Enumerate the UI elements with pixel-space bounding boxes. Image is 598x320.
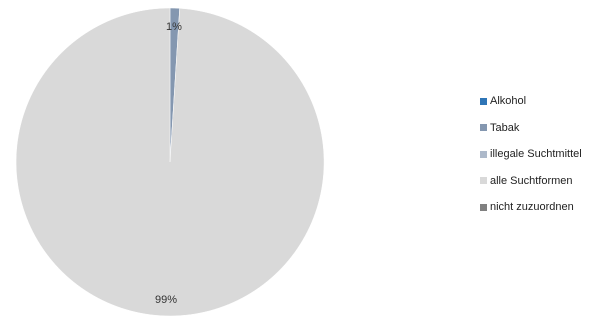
legend-item-alle-suchtformen: alle Suchtformen — [480, 168, 598, 195]
legend-label-tabak: Tabak — [490, 121, 520, 134]
legend-swatch-alle-suchtformen — [480, 177, 487, 185]
legend-swatch-illegale-suchtmittel — [480, 150, 487, 158]
legend: Alkohol Tabak illegale Suchtmittel alle … — [480, 88, 598, 221]
legend-item-tabak: Tabak — [480, 115, 598, 142]
legend-label-nicht-zuzuordnen: nicht zuzuordnen — [490, 201, 574, 214]
legend-item-nicht-zuzuordnen: nicht zuzuordnen — [480, 194, 598, 221]
legend-swatch-nicht-zuzuordnen — [480, 203, 487, 211]
pie-slice-alle-suchtformen — [15, 7, 325, 317]
legend-item-illegale-suchtmittel: illegale Suchtmittel — [480, 141, 598, 168]
legend-item-alkohol: Alkohol — [480, 88, 598, 115]
legend-label-alle-suchtformen: alle Suchtformen — [490, 174, 573, 187]
legend-label-alkohol: Alkohol — [490, 95, 527, 108]
data-label-tabak: 1% — [166, 21, 182, 33]
data-label-alle-suchtformen: 99% — [155, 294, 177, 306]
pie-slices — [15, 7, 325, 317]
legend-label-illegale-suchtmittel: illegale Suchtmittel — [490, 148, 582, 161]
legend-swatch-tabak — [480, 124, 487, 132]
legend-swatch-alkohol — [480, 97, 487, 105]
